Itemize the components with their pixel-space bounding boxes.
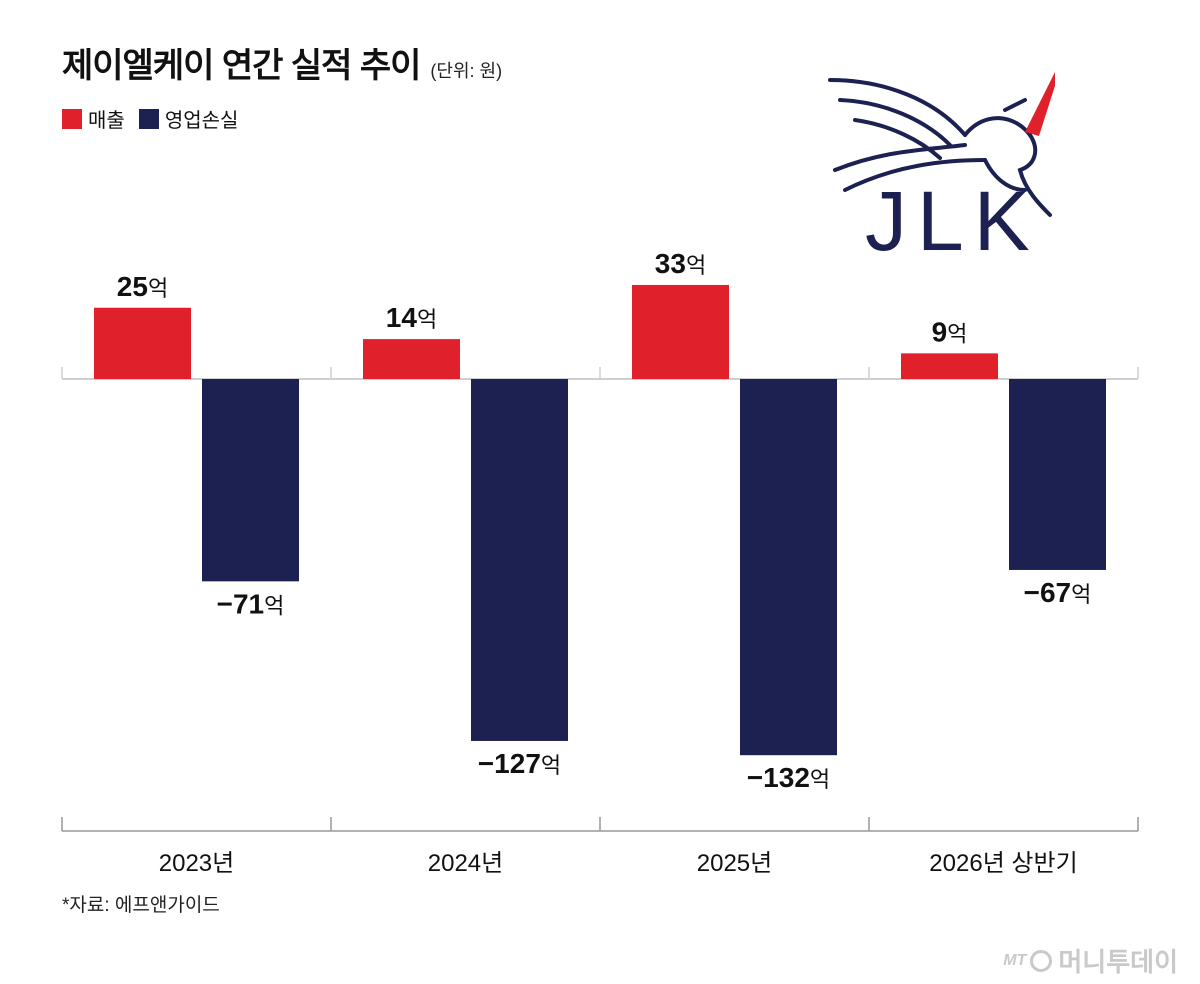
legend-item-operating-loss: 영업손실 bbox=[138, 104, 239, 133]
category-label: 2023년 bbox=[159, 850, 234, 877]
title-row: 제이엘케이 연간 실적 추이 (단위: 원) bbox=[62, 38, 502, 87]
brand-ring-icon bbox=[1030, 949, 1053, 972]
data-label: −132억 bbox=[747, 762, 830, 793]
jlk-logo: JLK bbox=[828, 72, 1055, 268]
bar-sales bbox=[901, 353, 998, 379]
source-note: *자료: 에프앤가이드 bbox=[62, 895, 220, 916]
chart-title: 제이엘케이 연간 실적 추이 bbox=[62, 47, 421, 85]
category-label: 2024년 bbox=[428, 850, 503, 877]
data-label: −127억 bbox=[478, 748, 561, 779]
data-label: 14억 bbox=[386, 302, 437, 333]
legend-swatch-sales bbox=[62, 108, 82, 129]
legend-label-operating-loss: 영업손실 bbox=[164, 110, 239, 132]
brand-name: 머니투데이 bbox=[1058, 947, 1178, 977]
bar-operating-loss bbox=[740, 379, 837, 756]
chart-unit: (단위: 원) bbox=[430, 61, 503, 81]
bar-operating-loss bbox=[1009, 379, 1106, 570]
bar-operating-loss bbox=[202, 379, 299, 582]
bar-sales bbox=[94, 307, 191, 379]
legend: 매출 영업손실 bbox=[62, 104, 252, 133]
unicorn-horn bbox=[1025, 72, 1055, 136]
bar-sales bbox=[632, 284, 729, 379]
brand-mt: MT bbox=[1003, 951, 1027, 969]
brand-watermark: MT 머니투데이 bbox=[1003, 942, 1178, 979]
data-label: −71억 bbox=[217, 588, 285, 619]
legend-swatch-operating-loss bbox=[138, 108, 159, 129]
pegasus-unicorn-icon bbox=[828, 78, 1052, 217]
legend-label-sales: 매출 bbox=[88, 110, 125, 132]
category-label: 2026년 상반기 bbox=[929, 850, 1077, 877]
logo-text: JLK bbox=[865, 174, 1040, 268]
data-label: 33억 bbox=[655, 248, 706, 279]
data-label: 25억 bbox=[117, 271, 168, 302]
bar-operating-loss bbox=[471, 379, 568, 741]
legend-item-sales: 매출 bbox=[62, 104, 125, 133]
data-label: −67억 bbox=[1024, 577, 1092, 608]
data-label: 9억 bbox=[932, 316, 968, 347]
bar-sales bbox=[363, 339, 460, 379]
category-label: 2025년 bbox=[697, 850, 772, 877]
